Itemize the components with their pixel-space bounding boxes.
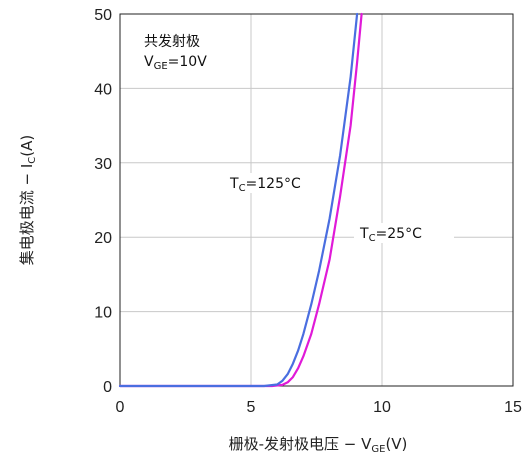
x-tick-label: 5 [247, 399, 256, 416]
series-label-25: TC=25°C [359, 226, 422, 244]
y-tick-label: 30 [94, 156, 112, 173]
x-axis-label: 栅极-发射极电压 − VGE(V) [229, 435, 408, 455]
label-bg-25 [354, 223, 454, 243]
label-bg-125 [226, 173, 310, 193]
series-line-1 [118, 12, 363, 388]
y-tick-label: 0 [103, 379, 112, 396]
y-tick-label: 20 [94, 230, 112, 247]
y-axis-label: 集电极电流 − IC(A) [18, 135, 38, 265]
condition-vge: VGE=10V [144, 54, 207, 72]
series-line-0 [118, 12, 359, 388]
x-tick-label: 0 [116, 399, 125, 416]
series-label-125: TC=125°C [229, 176, 301, 194]
series-lines [118, 12, 363, 388]
plot-frame [119, 13, 514, 387]
condition-label: 共发射极 [144, 34, 200, 50]
x-tick-label: 15 [504, 399, 522, 416]
y-tick-label: 50 [94, 7, 112, 24]
x-tick-label: 10 [373, 399, 391, 416]
y-tick-label: 40 [94, 81, 112, 98]
axis-ticks: 0 5 10 15 0 10 20 30 40 50 [94, 7, 522, 416]
y-tick-label: 10 [94, 305, 112, 322]
